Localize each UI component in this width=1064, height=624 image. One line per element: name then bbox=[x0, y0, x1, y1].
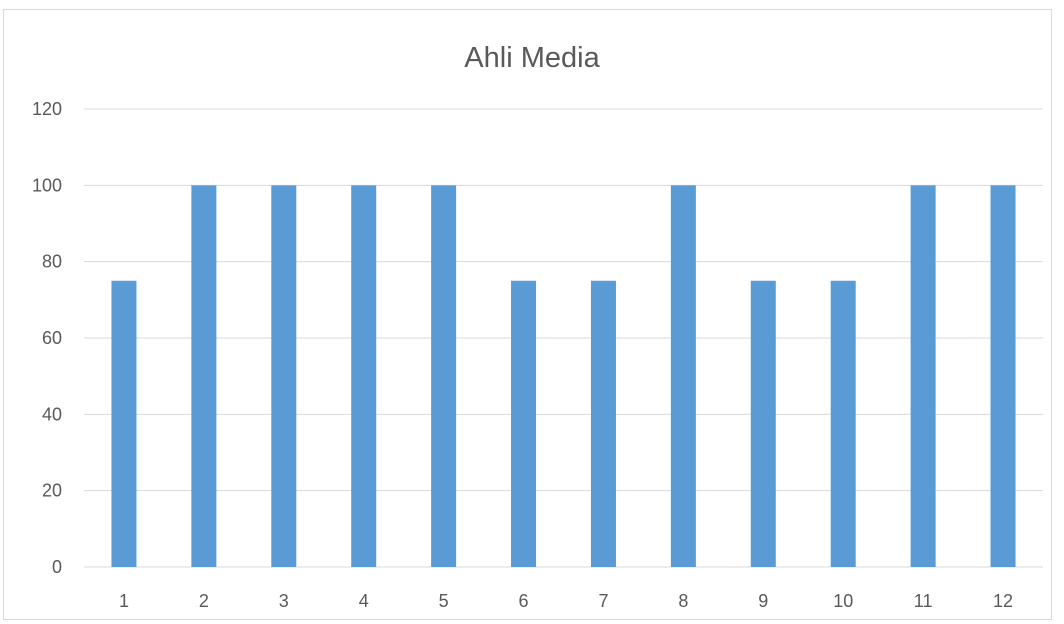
x-tick-label: 7 bbox=[598, 591, 608, 611]
y-tick-label: 120 bbox=[32, 99, 62, 119]
bar bbox=[990, 185, 1016, 568]
bar bbox=[191, 185, 217, 568]
x-tick-label: 6 bbox=[519, 591, 529, 611]
bar bbox=[670, 185, 696, 568]
y-tick-label: 80 bbox=[42, 252, 62, 272]
y-axis-tick-labels: 0 20 40 60 80 100 120 bbox=[32, 99, 62, 577]
bar bbox=[511, 280, 537, 567]
bar bbox=[750, 280, 776, 567]
y-tick-label: 40 bbox=[42, 404, 62, 424]
x-tick-label: 10 bbox=[833, 591, 853, 611]
y-tick-label: 0 bbox=[52, 557, 62, 577]
x-tick-label: 9 bbox=[758, 591, 768, 611]
x-tick-label: 2 bbox=[199, 591, 209, 611]
y-tick-label: 60 bbox=[42, 328, 62, 348]
x-tick-label: 4 bbox=[359, 591, 369, 611]
bar bbox=[431, 185, 457, 568]
y-tick-label: 100 bbox=[32, 175, 62, 195]
x-tick-label: 3 bbox=[279, 591, 289, 611]
bar bbox=[271, 185, 297, 568]
bars bbox=[111, 185, 1016, 568]
bar bbox=[590, 280, 616, 567]
x-tick-label: 11 bbox=[914, 591, 933, 611]
gridlines bbox=[84, 108, 1043, 568]
bar bbox=[111, 280, 137, 567]
y-tick-label: 20 bbox=[42, 481, 62, 501]
bar bbox=[830, 280, 856, 567]
bar bbox=[351, 185, 377, 568]
x-tick-label: 1 bbox=[119, 591, 129, 611]
chart-title: Ahli Media bbox=[464, 42, 600, 74]
x-tick-label: 5 bbox=[439, 591, 449, 611]
x-tick-label: 8 bbox=[678, 591, 688, 611]
bar bbox=[910, 185, 936, 568]
x-tick-label: 12 bbox=[993, 591, 1013, 611]
x-axis-tick-labels: 1 2 3 4 5 6 7 8 9 10 11 12 bbox=[119, 591, 1013, 611]
